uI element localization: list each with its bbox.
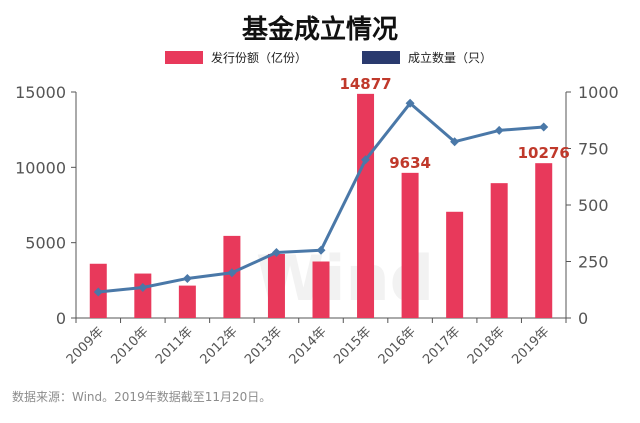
bar-data-label: 10276: [518, 144, 570, 162]
legend: 发行份额（亿份） 成立数量（只）: [165, 50, 492, 65]
bar: [446, 211, 464, 318]
legend-label-line: 成立数量（只）: [408, 50, 492, 65]
line-point: [539, 122, 549, 132]
data-labels: 14877 9634 10276: [339, 75, 569, 172]
bar: [178, 285, 196, 318]
x-tick-label: 2009年: [64, 324, 107, 367]
line-point: [405, 98, 415, 108]
bar: [490, 183, 508, 318]
x-tick-label: 2018年: [465, 324, 508, 367]
x-tick-label: 2011年: [153, 324, 196, 367]
x-tick-label: 2012年: [198, 324, 241, 367]
x-tick-label: 2016年: [376, 324, 419, 367]
line-point: [93, 287, 103, 297]
line-series: [93, 98, 549, 297]
bar-data-label: 9634: [389, 154, 431, 172]
line-point: [227, 268, 237, 278]
bar: [267, 253, 285, 318]
bar: [357, 93, 375, 318]
x-tick-label: 2019年: [509, 324, 552, 367]
bar-series: [89, 93, 553, 318]
line-point: [316, 245, 326, 255]
line-point: [138, 282, 148, 292]
y-right-tick-label: 750: [578, 140, 609, 159]
y-left-tick-label: 0: [56, 309, 66, 328]
bar: [312, 261, 330, 318]
y-right-tick-label: 1000: [578, 83, 619, 102]
y-left-tick-label: 5000: [25, 234, 66, 253]
line-point: [450, 137, 460, 147]
y-right-tick-label: 250: [578, 253, 609, 272]
legend-swatch-bar: [165, 51, 203, 64]
x-tick-label: 2015年: [331, 324, 374, 367]
bar-data-label: 14877: [339, 75, 391, 93]
bar: [535, 163, 553, 318]
line-point: [494, 125, 504, 135]
line-point: [361, 155, 371, 165]
line-point: [271, 247, 281, 257]
y-left-tick-label: 15000: [15, 83, 66, 102]
legend-label-bar: 发行份额（亿份）: [211, 50, 307, 65]
chart-title: 基金成立情况: [242, 14, 398, 45]
x-tick-label: 2014年: [287, 324, 330, 367]
y-right-tick-label: 0: [578, 309, 588, 328]
legend-swatch-line: [362, 51, 400, 64]
x-tick-label: 2017年: [420, 324, 463, 367]
bar: [401, 172, 419, 318]
y-left-tick-label: 10000: [15, 158, 66, 177]
x-tick-label: 2010年: [108, 324, 151, 367]
line-point: [182, 273, 192, 283]
x-tick-label: 2013年: [242, 324, 285, 367]
y-right-tick-label: 500: [578, 196, 609, 215]
bar: [134, 273, 152, 318]
source-note: 数据来源：Wind。2019年数据截至11月20日。: [12, 389, 271, 404]
